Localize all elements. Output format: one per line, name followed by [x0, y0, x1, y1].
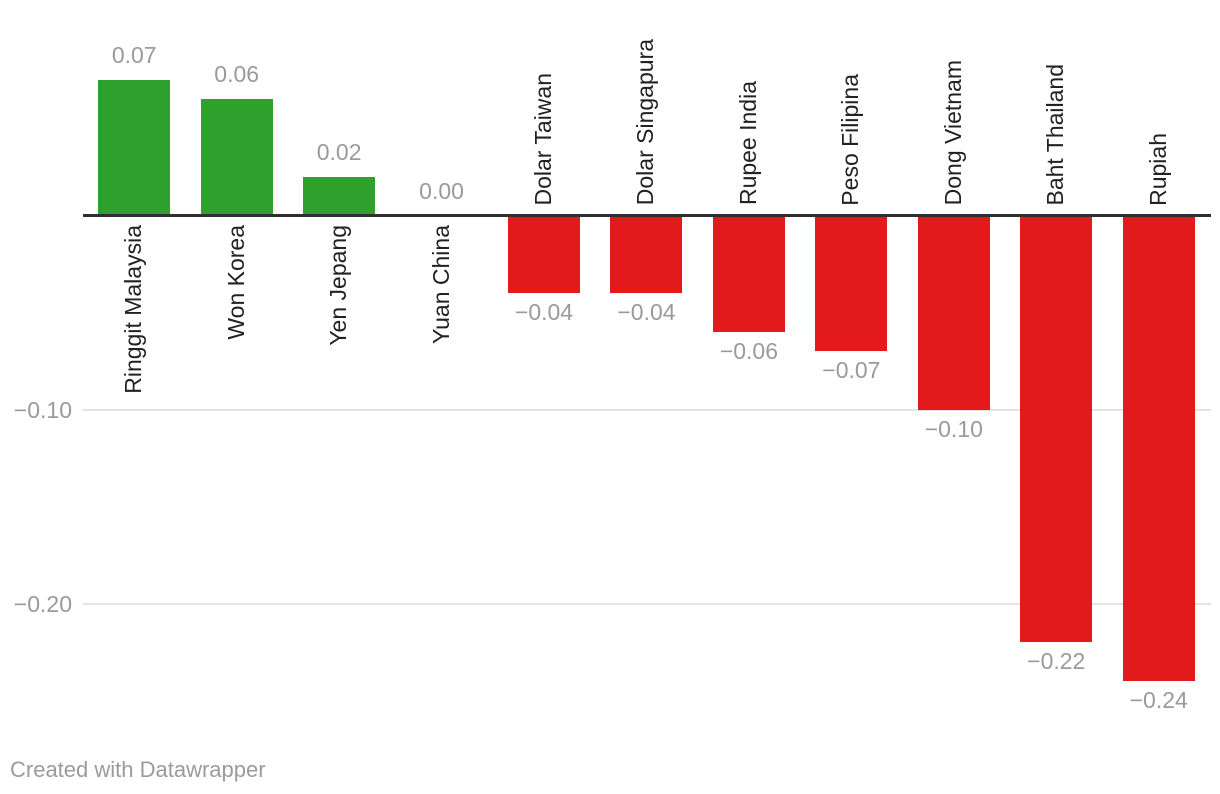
bar [712, 215, 785, 332]
bar [1020, 215, 1093, 643]
x-axis-baseline [83, 214, 1211, 217]
category-label: Baht Thailand [1042, 63, 1069, 206]
category-label: Rupee India [734, 81, 761, 206]
datawrapper-credit-link[interactable]: Created with Datawrapper [10, 757, 266, 782]
bar-value-label: −0.24 [1129, 687, 1188, 714]
bar-value-label: −0.06 [719, 337, 779, 364]
bar [610, 215, 683, 294]
bar-value-label: 0.00 [419, 177, 464, 204]
category-label: Ringgit Malaysia [120, 224, 147, 394]
gridline [83, 408, 1211, 411]
y-axis-tick-label: −0.10 [13, 396, 72, 423]
category-label: Peso Filipina [837, 73, 864, 206]
category-label: Dolar Singapura [632, 39, 659, 206]
bar [815, 215, 888, 352]
bar [1122, 215, 1195, 682]
category-label: Dong Vietnam [939, 60, 966, 206]
bar-value-label: −0.10 [924, 415, 983, 442]
y-axis-tick-label: −0.20 [13, 590, 72, 617]
bar-value-label: 0.06 [214, 61, 260, 88]
category-label: Yuan China [427, 224, 454, 344]
bar [508, 215, 581, 294]
bar-value-label: −0.04 [514, 299, 574, 326]
category-label: Dolar Taiwan [530, 72, 557, 206]
bar [200, 99, 273, 216]
bar [303, 176, 376, 216]
bar-value-label: −0.22 [1027, 648, 1086, 675]
category-label: Rupiah [1144, 132, 1171, 206]
bar-value-label: 0.02 [316, 138, 362, 165]
bar-value-label: −0.07 [822, 357, 881, 384]
bar-value-label: −0.04 [617, 299, 676, 326]
gridline [83, 602, 1211, 605]
bar [917, 215, 990, 410]
category-label: Won Korea [222, 224, 249, 340]
bar [98, 79, 171, 216]
bar-value-label: 0.07 [111, 41, 157, 68]
category-label: Yen Jepang [325, 224, 352, 346]
